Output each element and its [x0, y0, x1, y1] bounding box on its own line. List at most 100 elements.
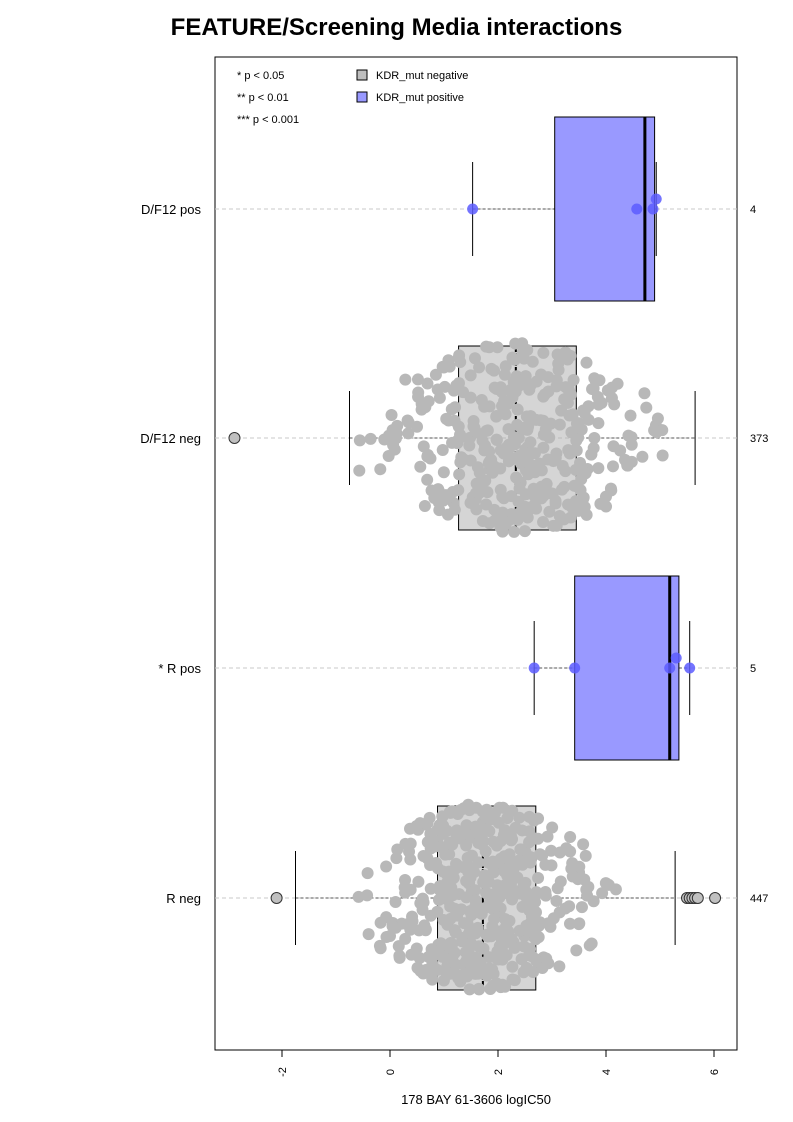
data-point	[389, 432, 402, 445]
data-point	[513, 924, 526, 937]
data-point	[484, 813, 497, 826]
data-point	[528, 891, 541, 904]
outlier-point	[228, 432, 241, 444]
data-point	[621, 459, 634, 472]
data-point	[511, 403, 524, 416]
data-point	[518, 500, 531, 513]
data-point	[470, 426, 483, 439]
data-point	[573, 917, 586, 930]
group-count-label: 5	[750, 663, 756, 675]
data-point	[464, 871, 477, 884]
data-point	[496, 951, 509, 964]
data-point	[460, 827, 473, 840]
data-point	[494, 381, 507, 394]
data-point	[516, 337, 529, 350]
data-point	[537, 516, 550, 529]
group-count-label: 447	[750, 893, 768, 905]
data-point	[624, 409, 637, 422]
data-point	[490, 433, 503, 446]
data-point	[440, 412, 453, 425]
data-point	[638, 387, 651, 400]
data-point	[647, 203, 659, 215]
data-point	[432, 496, 445, 509]
plot-frame	[214, 56, 738, 1051]
data-point	[541, 830, 554, 843]
data-point	[506, 960, 519, 973]
data-point	[636, 450, 649, 463]
data-point	[606, 460, 619, 473]
data-point	[559, 465, 572, 478]
data-point	[516, 900, 529, 913]
data-point	[463, 439, 476, 452]
data-point	[434, 937, 447, 950]
data-point	[540, 952, 553, 965]
data-point	[473, 466, 486, 479]
data-point	[562, 381, 575, 394]
data-point	[437, 361, 450, 374]
data-point	[453, 888, 466, 901]
data-point	[437, 823, 450, 836]
data-point	[446, 938, 459, 951]
data-point	[494, 444, 507, 457]
data-point	[489, 901, 502, 914]
x-axis: -2 0 2 4 6	[277, 1050, 721, 1077]
data-point	[361, 889, 374, 902]
data-point	[561, 396, 574, 409]
data-point	[535, 368, 548, 381]
data-point	[475, 907, 488, 920]
data-point	[563, 900, 576, 913]
data-point	[506, 973, 519, 986]
data-point	[486, 920, 499, 933]
data-point	[554, 875, 567, 888]
x-tick-label: -2	[277, 1067, 289, 1077]
data-point	[439, 848, 452, 861]
data-point	[530, 955, 543, 968]
data-point	[484, 982, 497, 995]
data-point	[564, 511, 577, 524]
data-point	[459, 946, 472, 959]
data-point	[463, 804, 476, 817]
data-point	[424, 452, 437, 465]
data-point	[465, 937, 478, 950]
data-point	[437, 950, 450, 963]
data-point	[361, 867, 374, 880]
data-point	[470, 477, 483, 490]
data-point	[553, 846, 566, 859]
data-point	[477, 942, 490, 955]
data-point	[506, 452, 519, 465]
data-point	[602, 878, 615, 891]
outlier-point	[270, 892, 283, 904]
y-category-label: D/F12 pos	[141, 202, 201, 217]
data-point	[353, 434, 366, 447]
x-tick-label: 0	[385, 1069, 397, 1075]
significance-legend-entry: ** p < 0.01	[237, 92, 289, 104]
data-point	[543, 505, 556, 518]
data-point	[402, 416, 415, 429]
data-point	[542, 917, 555, 930]
data-point	[465, 849, 478, 862]
data-point	[353, 464, 366, 477]
x-tick-label: 6	[709, 1069, 721, 1075]
data-point	[478, 444, 491, 457]
data-point	[417, 440, 430, 453]
data-point	[426, 971, 439, 984]
data-point	[575, 901, 588, 914]
data-point	[505, 490, 518, 503]
data-point	[436, 443, 449, 456]
chart-title: FEATURE/Screening Media interactions	[170, 14, 623, 41]
outlier-point	[691, 892, 704, 904]
data-point	[518, 525, 531, 538]
data-point	[501, 812, 514, 825]
data-point	[469, 967, 482, 980]
data-point	[452, 420, 465, 433]
data-point	[524, 436, 537, 449]
data-point	[530, 413, 543, 426]
data-point	[450, 829, 463, 842]
data-point	[508, 525, 521, 538]
data-point	[446, 486, 459, 499]
beeswarm-points	[353, 337, 669, 538]
data-point	[580, 508, 593, 521]
data-point	[389, 895, 402, 908]
data-point	[482, 875, 495, 888]
data-point	[587, 895, 600, 908]
